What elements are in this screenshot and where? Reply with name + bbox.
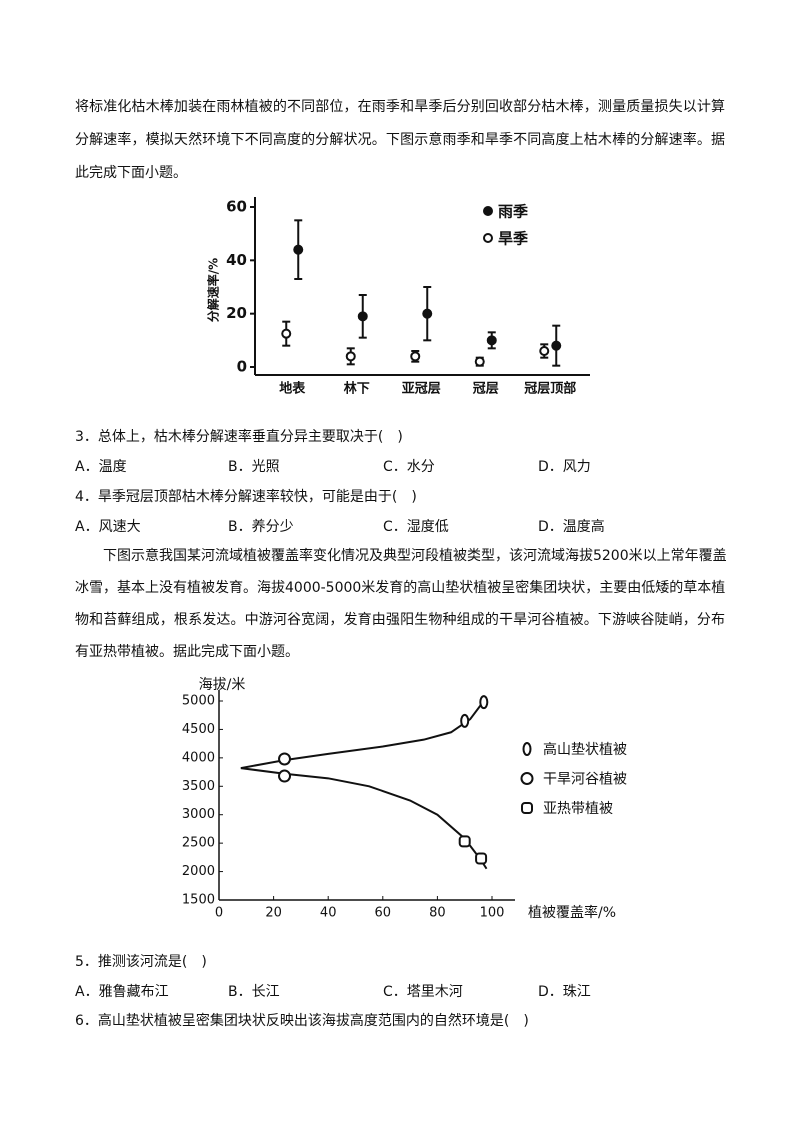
option: D．风力	[538, 459, 591, 475]
legend-label: 高山垫状植被	[543, 741, 627, 758]
point	[293, 244, 304, 255]
marker	[458, 835, 471, 848]
passage-line: 有亚热带植被。据此完成下面小题。	[75, 644, 299, 660]
x-tick-label: 地表	[279, 381, 306, 397]
y-tick-label: 2500	[182, 836, 215, 851]
legend-label: 干旱河谷植被	[543, 772, 627, 788]
question-stem: 5．推测该河流是( )	[75, 954, 207, 970]
point	[281, 328, 292, 339]
passage-line: 分解速率，模拟天然环境下不同高度的分解状况。下图示意雨季和旱季不同高度上枯木棒的…	[75, 132, 725, 148]
x-axis-title: 植被覆盖率/%	[528, 904, 616, 921]
x-tick-label: 林下	[344, 381, 370, 397]
marker	[479, 695, 489, 710]
x-tick-label: 20	[265, 906, 282, 921]
x-tick-label: 60	[375, 906, 392, 921]
y-tick-label: 60	[226, 198, 247, 216]
y-tick-label: 1500	[182, 893, 215, 908]
x-tick-label: 冠层	[473, 382, 499, 397]
legend-label: 雨季	[498, 203, 528, 221]
passage-line: 将标准化枯木棒加装在雨林植被的不同部位，在雨季和旱季后分别回收部分枯木棒，测量质…	[75, 99, 725, 115]
point	[551, 340, 562, 351]
passage-line: 下图示意我国某河流域植被覆盖率变化情况及典型河段植被类型，该河流域海拔5200米…	[103, 548, 727, 564]
curve	[240, 700, 485, 770]
y-tick-label: 3500	[182, 779, 215, 794]
y-tick-label: 4500	[182, 722, 215, 737]
option: A．雅鲁藏布江	[75, 984, 169, 1000]
point	[422, 308, 433, 319]
marker	[278, 752, 292, 766]
question-stem: 4．旱季冠层顶部枯木棒分解速率较快，可能是由于( )	[75, 489, 417, 505]
curve	[240, 767, 488, 870]
y-tick-label: 20	[226, 304, 247, 322]
y-tick-label: 0	[237, 358, 247, 376]
y-tick-label: 40	[226, 251, 247, 269]
legend-marker	[483, 233, 493, 243]
point	[474, 356, 485, 367]
option: A．风速大	[75, 519, 141, 535]
point	[357, 311, 368, 322]
point	[345, 351, 356, 362]
option: D．珠江	[538, 984, 591, 1000]
question-stem: 6．高山垫状植被呈密集团块状反映出该海拔高度范围内的自然环境是( )	[75, 1013, 529, 1029]
point	[539, 346, 550, 356]
y-tick-label: 5000	[182, 694, 215, 709]
y-tick-label: 4000	[182, 750, 215, 765]
marker	[521, 802, 533, 814]
legend-marker	[483, 206, 493, 216]
marker	[522, 742, 532, 756]
x-tick-label: 100	[480, 906, 505, 921]
marker-shape	[522, 742, 532, 756]
marker	[520, 772, 534, 785]
x-tick-label: 0	[215, 906, 223, 921]
option: D．温度高	[538, 519, 605, 535]
marker-shape	[460, 713, 470, 728]
option: C．塔里木河	[383, 984, 463, 1000]
y-axis-title: 海拔/米	[199, 677, 246, 693]
passage-line: 此完成下面小题。	[75, 165, 187, 181]
marker	[475, 852, 488, 865]
y-tick-label: 3000	[182, 807, 215, 822]
y-axis-title: 分解速率/%	[206, 258, 221, 322]
x-tick-label: 40	[320, 906, 337, 921]
marker	[460, 713, 470, 728]
legend-label: 旱季	[498, 230, 528, 248]
option: B．长江	[228, 984, 280, 1000]
passage-line: 冰雪，基本上没有植被发育。海拔4000-5000米发育的高山垫状植被呈密集团块状…	[75, 580, 726, 596]
marker	[278, 769, 292, 783]
option: C．湿度低	[383, 519, 449, 535]
option: B．养分少	[228, 519, 294, 535]
option: A．温度	[75, 459, 127, 475]
passage-line: 物和苔藓组成，根系发达。中游河谷宽阔，发育由强阳生物种组成的干旱河谷植被。下游峡…	[75, 612, 725, 628]
legend-label: 亚热带植被	[543, 801, 613, 817]
x-tick-label: 冠层顶部	[524, 381, 576, 397]
option: B．光照	[228, 459, 280, 475]
x-tick-label: 80	[429, 906, 446, 921]
x-tick-label: 亚冠层	[402, 382, 441, 397]
point	[410, 351, 421, 362]
point	[486, 335, 497, 346]
marker-shape	[479, 695, 489, 710]
question-stem: 3．总体上，枯木棒分解速率垂直分异主要取决于( )	[75, 429, 403, 445]
y-tick-label: 2000	[182, 864, 215, 879]
option: C．水分	[383, 459, 435, 475]
